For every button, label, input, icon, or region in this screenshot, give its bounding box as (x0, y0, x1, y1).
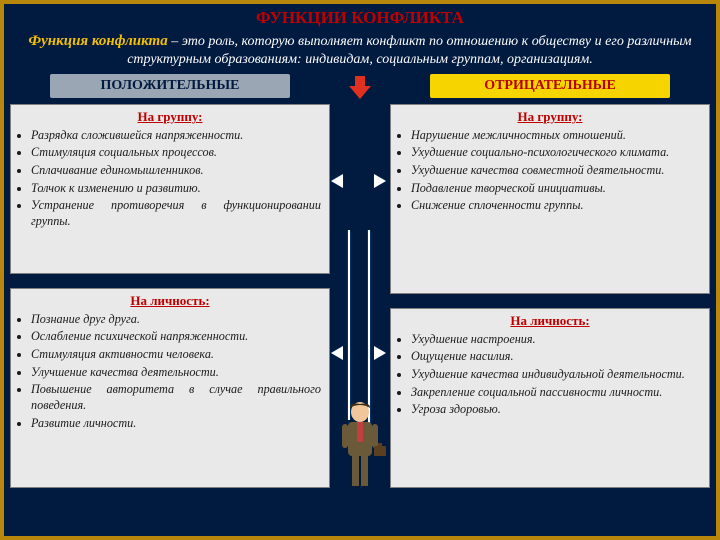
definition-lead: Функция конфликта (28, 33, 167, 49)
list-item: Стимуляция активности человека. (31, 347, 321, 363)
panel-list: Разрядка сложившейся напряженности.Стиму… (19, 128, 321, 230)
down-arrow-icon (347, 74, 373, 100)
panel-list: Нарушение межличностных отношений.Ухудше… (399, 128, 701, 214)
arrow-left-icon (331, 346, 343, 360)
panel-negative-person: На личность: Ухудшение настроения.Ощущен… (390, 308, 710, 488)
slide-title: ФУНКЦИИ КОНФЛИКТА (4, 4, 716, 30)
panel-title: На личность: (399, 313, 701, 330)
header-negative: ОТРИЦАТЕЛЬНЫЕ (430, 74, 670, 98)
list-item: Улучшение качества деятельности. (31, 365, 321, 381)
list-item: Ослабление психической напряженности. (31, 329, 321, 345)
list-item: Устранение противоречия в функционирован… (31, 198, 321, 229)
definition-block: Функция конфликта – это роль, которую вы… (4, 30, 716, 74)
list-item: Развитие личности. (31, 416, 321, 432)
panel-negative-group: На группу: Нарушение межличностных отнош… (390, 104, 710, 294)
panel-list: Познание друг друга.Ослабление психическ… (19, 312, 321, 431)
content-area: На группу: Разрядка сложившейся напряжен… (4, 102, 716, 512)
list-item: Подавление творческой инициативы. (411, 181, 701, 197)
arrow-right-icon (374, 346, 386, 360)
header-positive: ПОЛОЖИТЕЛЬНЫЕ (50, 74, 290, 98)
list-item: Нарушение межличностных отношений. (411, 128, 701, 144)
panel-title: На группу: (19, 109, 321, 126)
list-item: Сплачивание единомышленников. (31, 163, 321, 179)
panel-list: Ухудшение настроения.Ощущение насилия. Ух… (399, 332, 701, 418)
slide-frame: ФУНКЦИИ КОНФЛИКТА Функция конфликта – эт… (0, 0, 720, 540)
list-item: Ухудшение социально-психологического кли… (411, 145, 701, 161)
list-item: Познание друг друга. (31, 312, 321, 328)
definition-body: – это роль, которую выполняет конфликт п… (127, 34, 691, 67)
panel-title: На личность: (19, 293, 321, 310)
panel-positive-group: На группу: Разрядка сложившейся напряжен… (10, 104, 330, 274)
list-item: Стимуляция социальных процессов. (31, 145, 321, 161)
list-item: Разрядка сложившейся напряженности. (31, 128, 321, 144)
panel-positive-person: На личность: Познание друг друга.Ослабле… (10, 288, 330, 488)
list-item: Угроза здоровью. (411, 402, 701, 418)
list-item: Толчок к изменению и развитию. (31, 181, 321, 197)
list-item: Повышение авторитета в случае правильног… (31, 382, 321, 413)
person-figure-icon (330, 400, 390, 490)
column-headers: ПОЛОЖИТЕЛЬНЫЕ ОТРИЦАТЕЛЬНЫЕ (4, 74, 716, 102)
arrow-left-icon (331, 174, 343, 188)
list-item: Ощущение насилия. (411, 349, 701, 365)
list-item: Ухудшение качества совместной деятельнос… (411, 163, 701, 179)
connector-line (347, 230, 351, 420)
arrow-right-icon (374, 174, 386, 188)
list-item: Ухудшение качества индивидуальной деятел… (411, 367, 701, 383)
panel-title: На группу: (399, 109, 701, 126)
list-item: Снижение сплоченности группы. (411, 198, 701, 214)
list-item: Закрепление социальной пассивности лично… (411, 385, 701, 401)
list-item: Ухудшение настроения. (411, 332, 701, 348)
